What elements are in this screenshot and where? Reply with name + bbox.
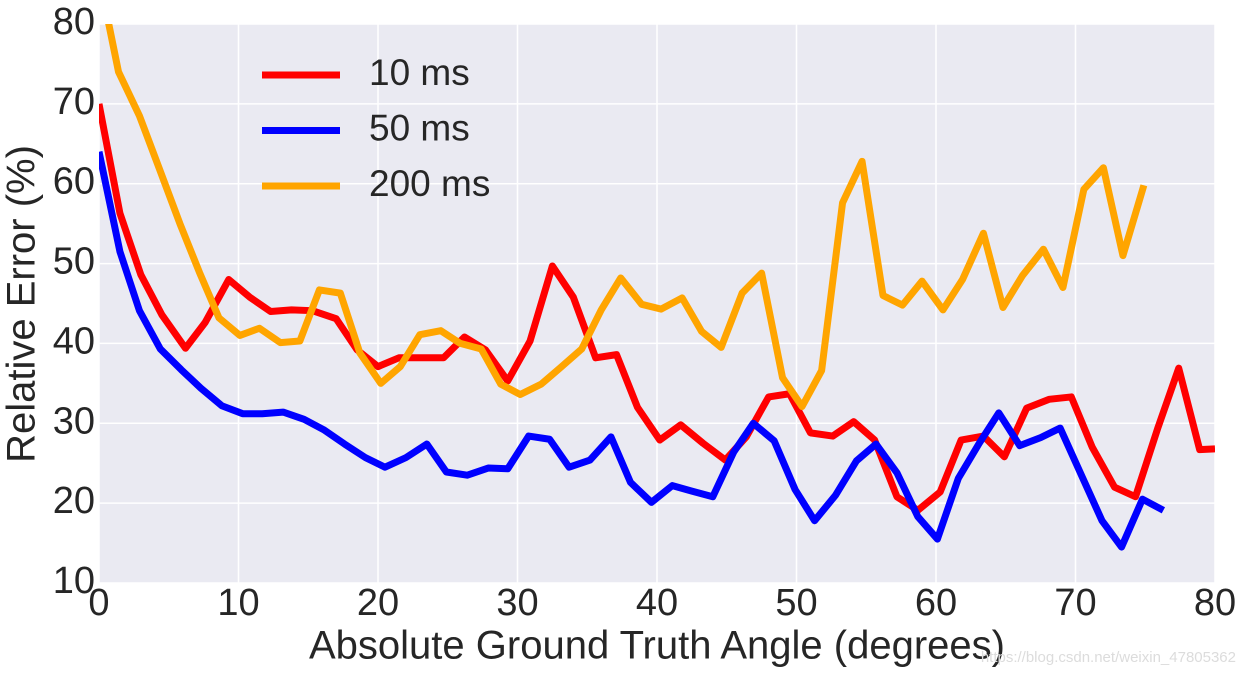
- x-tick-label: 20: [357, 582, 399, 624]
- y-tick-label: 70: [53, 81, 95, 123]
- x-tick-label: 50: [775, 582, 817, 624]
- x-tick-label: 0: [88, 582, 109, 624]
- x-tick-label: 70: [1054, 582, 1096, 624]
- y-tick-label: 30: [53, 400, 95, 442]
- x-tick-label: 10: [217, 582, 259, 624]
- y-axis-label: Relative Error (%): [0, 145, 44, 463]
- series-line: [99, 151, 1166, 551]
- legend-label: 50 ms: [369, 107, 470, 148]
- x-tick-label: 80: [1194, 582, 1236, 624]
- y-tick-label: 50: [53, 241, 95, 283]
- y-tick-label: 80: [53, 1, 95, 43]
- x-tick-label: 30: [496, 582, 538, 624]
- y-tick-label: 20: [53, 480, 95, 522]
- x-axis-label: Absolute Ground Truth Angle (degrees): [309, 624, 1005, 668]
- x-tick-label: 60: [915, 582, 957, 624]
- watermark: https://blog.csdn.net/weixin_47805362: [981, 649, 1236, 666]
- series-line: [105, 24, 1148, 411]
- y-tick-label: 40: [53, 320, 95, 362]
- series-line: [99, 103, 1215, 514]
- legend-label: 10 ms: [369, 52, 470, 93]
- x-tick-label: 40: [636, 582, 678, 624]
- y-tick-label: 60: [53, 161, 95, 203]
- y-tick-label: 10: [53, 560, 95, 602]
- legend-label: 200 ms: [369, 163, 490, 204]
